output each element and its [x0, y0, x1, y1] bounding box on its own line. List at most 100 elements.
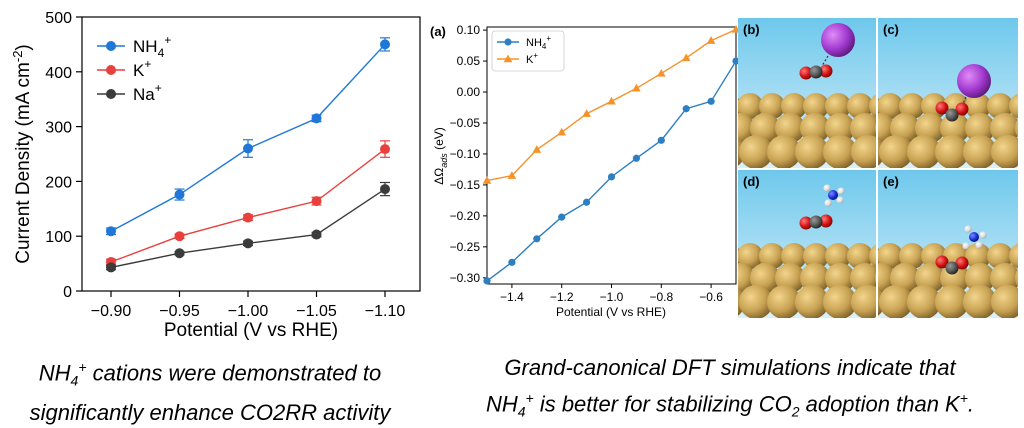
gold-atom	[738, 93, 763, 119]
left-x-axis-label: Potential (V vs RHE)	[164, 320, 338, 341]
dft-panel-scene	[878, 18, 1024, 169]
dft-panel-scene	[738, 170, 876, 318]
middle-x-tick-label: −1.2	[550, 290, 574, 304]
left-y-tick-label: 400	[45, 65, 72, 82]
gold-atom	[1019, 285, 1024, 319]
gold-atom	[991, 135, 1018, 168]
middle-x-axis-label: Potential (V vs RHE)	[556, 305, 666, 319]
left-x-tick-label: −1.10	[365, 303, 406, 320]
gold-atom	[825, 263, 855, 293]
middle-x-tick-label: −1.0	[600, 290, 624, 304]
middle-data-point	[483, 277, 491, 285]
dft-panel-d: (d)	[738, 170, 876, 318]
oxygen-atom	[955, 256, 969, 270]
left-y-axis-label: Current Density (mA cm-2)	[10, 44, 34, 264]
hydrogen-atom	[823, 184, 831, 192]
gold-atom	[739, 135, 773, 168]
carbon-atom	[809, 215, 823, 229]
gold-atom	[847, 93, 873, 119]
middle-data-point	[558, 213, 566, 221]
gold-atom	[878, 263, 895, 293]
gold-atom	[987, 93, 1013, 119]
gold-atom	[825, 113, 855, 143]
middle-data-point	[583, 198, 591, 206]
right-caption-line2: NH4+ is better for stabilizing CO2 adopt…	[485, 390, 975, 420]
gold-atom	[991, 285, 1018, 318]
gold-atom	[759, 243, 785, 269]
cation-atom	[957, 64, 991, 98]
gold-atom	[823, 285, 857, 318]
left-data-point	[243, 238, 253, 249]
gold-atom	[795, 135, 829, 168]
middle-data-point	[707, 97, 715, 105]
left-x-tick-label: −1.00	[228, 303, 269, 320]
gold-atom	[738, 113, 755, 143]
right-caption: Grand-canonical DFT simulations indicate…	[440, 352, 1020, 428]
cation-atom	[821, 23, 855, 57]
panel-label-c: (c)	[883, 22, 899, 37]
gold-atom	[899, 243, 925, 269]
gold-atom	[987, 243, 1013, 269]
left-y-tick-label: 500	[45, 10, 72, 27]
left-legend-marker	[106, 65, 116, 75]
left-data-point	[174, 231, 185, 242]
left-legend-label: K+	[133, 57, 151, 80]
gold-atom	[875, 122, 876, 134]
left-y-tick-label: 0	[63, 284, 72, 301]
middle-data-point	[507, 171, 517, 179]
left-y-tick-label: 200	[45, 174, 72, 191]
gold-atom	[940, 113, 970, 143]
left-caption: NH4+ cations were demonstrated to signif…	[0, 352, 420, 428]
left-legend-label: Na+	[133, 81, 162, 104]
left-data-point	[380, 144, 390, 155]
middle-data-point	[482, 176, 492, 184]
gold-atom	[767, 135, 801, 168]
interaction-line	[821, 55, 829, 67]
middle-x-tick-label: −0.6	[699, 290, 723, 304]
middle-axis-ticks: 0.10 0.05 0.00 −0.05 −0.10 −0.15 −0.20 −0.25 −0.…	[450, 23, 724, 304]
gold-atom	[738, 97, 741, 115]
left-caption-line1: NH4+ cations were demonstrated to	[38, 359, 382, 389]
gold-atom	[879, 285, 913, 318]
middle-data-point	[533, 235, 541, 243]
middle-y-tick-label: −0.30	[450, 271, 481, 285]
gold-atom	[875, 272, 876, 284]
gold-atom	[1009, 243, 1018, 269]
left-series-group	[106, 37, 390, 273]
gold-atom	[907, 135, 941, 168]
gold-atom	[963, 135, 997, 168]
carbon-atom	[945, 261, 959, 275]
oxygen-atom	[819, 64, 833, 78]
left-data-point	[311, 229, 322, 240]
left-x-tick-label: −1.05	[296, 303, 337, 320]
panel-label-e: (e)	[883, 174, 899, 189]
middle-data-point	[681, 53, 691, 62]
left-data-point	[380, 39, 390, 50]
hydrogen-atom	[964, 225, 972, 233]
middle-y-tick-label: 0.10	[457, 23, 481, 37]
gold-atom	[907, 285, 941, 318]
gold-atom	[963, 285, 997, 318]
middle-x-tick-label: −1.4	[500, 290, 524, 304]
gold-atom	[899, 93, 925, 119]
hydrogen-atom	[979, 231, 987, 239]
gold-atom	[879, 135, 913, 168]
middle-data-point	[532, 145, 542, 153]
gold-atom	[803, 93, 829, 119]
left-plot-frame	[81, 16, 421, 292]
gold-atom	[935, 135, 969, 168]
middle-data-point	[706, 36, 716, 44]
gold-atom	[825, 243, 851, 269]
left-y-tick-label: 300	[45, 120, 72, 137]
middle-y-tick-label: −0.20	[450, 209, 481, 223]
panel-label-b: (b)	[743, 22, 760, 37]
gold-atom	[759, 93, 785, 119]
middle-y-tick-label: −0.05	[450, 116, 481, 130]
left-data-point	[311, 113, 322, 124]
middle-data-point	[732, 57, 740, 65]
middle-y-axis-label: ΔΩads (eV)	[432, 127, 449, 185]
gold-atom	[878, 93, 903, 119]
nitrogen-atom	[828, 190, 838, 200]
gold-atom	[1019, 135, 1024, 169]
